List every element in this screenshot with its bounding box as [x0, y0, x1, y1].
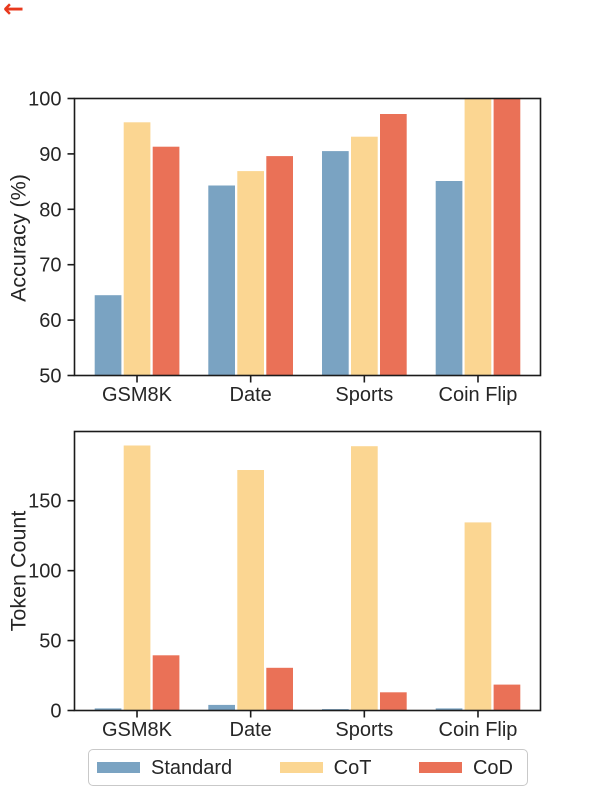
- legend-item-cot: CoT: [279, 756, 372, 779]
- bar-cot-date: [237, 470, 264, 711]
- bar-standard-date: [208, 704, 235, 711]
- legend: Standard CoT CoD: [88, 749, 528, 786]
- bar-standard-coin-flip: [435, 181, 463, 376]
- legend-item-standard: Standard: [97, 758, 232, 778]
- bar-cot-coin-flip: [464, 98, 492, 376]
- bar-cod-sports: [380, 692, 407, 711]
- bar-cot-gsm8k: [123, 445, 151, 711]
- cod-swatch-icon: [418, 761, 462, 774]
- red-arrow-icon: ←: [3, 0, 24, 23]
- token-axis-label: Token Count: [7, 511, 31, 632]
- bar-cot-gsm8k: [123, 122, 151, 376]
- bar-standard-gsm8k: [94, 708, 122, 711]
- y-tick-label: 150: [28, 491, 61, 513]
- y-tick-label: 100: [28, 561, 61, 583]
- legend-label-standard: Standard: [151, 756, 233, 779]
- x-tick-label-sports: Sports: [335, 719, 393, 741]
- bar-cot-date: [237, 171, 264, 376]
- bar-cot-sports: [351, 136, 378, 376]
- bar-standard-sports: [322, 151, 349, 376]
- plot-spines-1: [73, 430, 542, 712]
- bar-cot-coin-flip: [464, 522, 492, 711]
- y-tick-label: 70: [39, 255, 61, 277]
- bar-cod-coin-flip: [493, 98, 521, 376]
- bar-standard-coin-flip: [435, 708, 463, 711]
- x-tick-label-date: Date: [230, 719, 272, 741]
- legend-label-cot: CoT: [333, 756, 372, 779]
- legend-item-cod: CoD: [418, 756, 513, 779]
- y-tick-label: 90: [39, 144, 61, 166]
- bar-cod-date: [266, 156, 293, 376]
- y-tick-label: 60: [39, 310, 61, 332]
- y-tick-label: 50: [39, 631, 61, 653]
- legend-label-cod: CoD: [472, 756, 513, 779]
- standard-swatch-icon: [97, 761, 140, 774]
- x-tick-label-gsm8k: GSM8K: [102, 384, 173, 406]
- bar-cod-gsm8k: [152, 146, 180, 376]
- y-tick-label: 80: [39, 199, 61, 221]
- bar-cod-sports: [380, 114, 407, 376]
- y-tick-label: 100: [28, 89, 61, 111]
- x-tick-label-gsm8k: GSM8K: [102, 719, 173, 741]
- bar-cot-sports: [351, 446, 378, 711]
- bar-cod-gsm8k: [152, 655, 180, 711]
- chart-layer: 50 60 70 80 90 100 GSM8K Date Sports Coin Flip 0 50…: [28, 89, 542, 741]
- plot-spines-0: [73, 97, 542, 377]
- x-tick-label-date: Date: [230, 384, 272, 406]
- bar-cod-coin-flip: [493, 684, 521, 711]
- x-tick-label-sports: Sports: [335, 384, 393, 406]
- y-tick-label: 0: [50, 701, 61, 723]
- y-tick-label: 50: [39, 366, 61, 388]
- bar-cod-date: [266, 667, 293, 711]
- x-tick-label-coin-flip: Coin Flip: [439, 384, 518, 406]
- bar-standard-date: [208, 185, 235, 376]
- x-tick-label-coin-flip: Coin Flip: [439, 719, 518, 741]
- accuracy-axis-label: Accuracy (%): [7, 174, 31, 302]
- cot-swatch-icon: [279, 761, 323, 774]
- bar-standard-gsm8k: [94, 295, 122, 376]
